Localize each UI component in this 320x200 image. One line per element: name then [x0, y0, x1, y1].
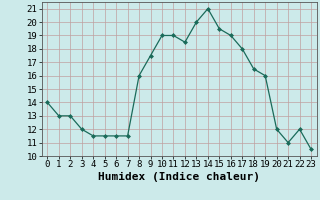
X-axis label: Humidex (Indice chaleur): Humidex (Indice chaleur): [98, 172, 260, 182]
